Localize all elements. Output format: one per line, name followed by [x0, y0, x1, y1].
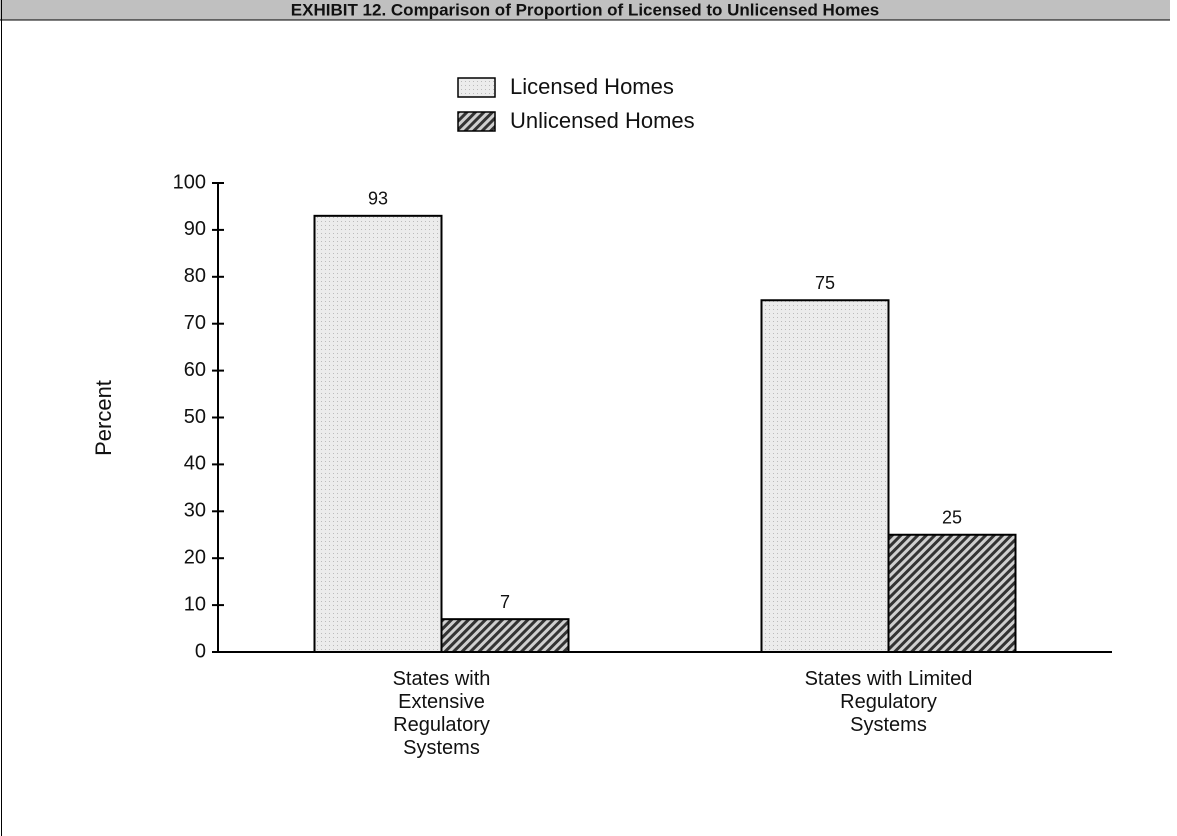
y-tick-label: 40 — [184, 453, 206, 475]
y-tick-label: 80 — [184, 265, 206, 287]
y-tick-label: 70 — [184, 312, 206, 334]
legend-label: Unlicensed Homes — [510, 108, 695, 133]
y-tick-label: 50 — [184, 406, 206, 428]
y-tick-label: 20 — [184, 546, 206, 568]
legend-swatch — [457, 77, 496, 98]
bar — [440, 618, 570, 653]
y-tick-label: 10 — [184, 593, 206, 615]
x-tick-label: States with Limited Regulatory Systems — [804, 668, 973, 736]
bar — [313, 214, 443, 654]
value-label: 25 — [942, 508, 962, 528]
y-tick-label: 100 — [173, 171, 206, 193]
y-tick-label: 30 — [184, 500, 206, 522]
y-tick-label: 60 — [184, 359, 206, 381]
legend-swatch — [457, 111, 496, 132]
y-axis-label: Percent — [91, 380, 116, 456]
y-tick-label: 90 — [184, 218, 206, 240]
header-bar — [0, 0, 1170, 20]
chart-title: EXHIBIT 12. Comparison of Proportion of … — [291, 0, 879, 19]
x-tick-label: States with Extensive Regulatory Systems — [392, 668, 491, 759]
value-label: 93 — [368, 189, 388, 209]
value-label: 75 — [815, 273, 835, 293]
value-label: 7 — [500, 592, 510, 612]
legend-label: Licensed Homes — [510, 74, 674, 99]
bar — [760, 299, 890, 653]
y-tick-label: 0 — [195, 640, 206, 662]
bar — [887, 533, 1017, 653]
